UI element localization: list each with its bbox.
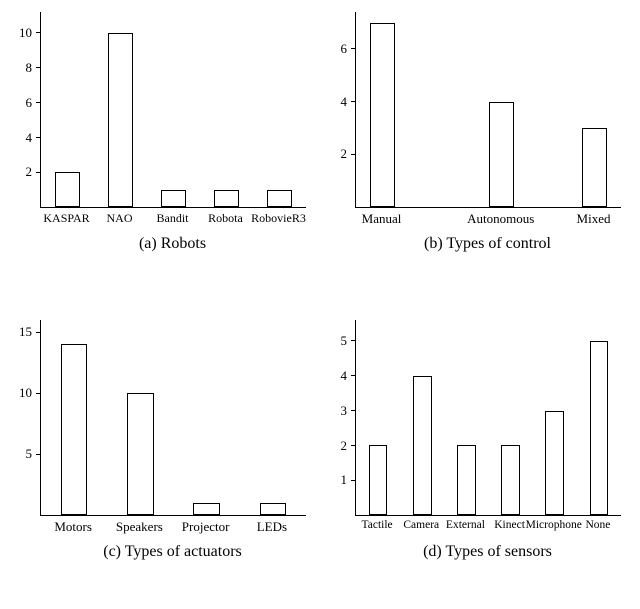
ytick-label: 2 <box>341 146 348 162</box>
ytick-mark <box>351 445 356 446</box>
ytick-label: 6 <box>341 41 348 57</box>
ytick-mark <box>36 102 41 103</box>
ytick-mark <box>351 375 356 376</box>
ytick-mark <box>351 154 356 155</box>
bar <box>55 172 80 207</box>
xtick-label: None <box>585 519 610 531</box>
bar <box>590 341 609 515</box>
ytick-mark <box>36 137 41 138</box>
bar <box>489 102 514 207</box>
xtick-label: Bandit <box>157 211 189 226</box>
bar <box>193 503 220 515</box>
xtick-label: Mixed <box>577 211 611 227</box>
ytick-mark <box>36 332 41 333</box>
chart-a-plot <box>40 12 306 208</box>
chart-b-plot <box>355 12 621 208</box>
xtick-label: Tactile <box>362 519 393 531</box>
ytick-label: 3 <box>341 403 348 419</box>
ytick-label: 2 <box>26 164 33 180</box>
ytick-label: 10 <box>19 385 32 401</box>
chart-c-plot <box>40 320 306 516</box>
chart-d-plot <box>355 320 621 516</box>
xtick-label: Motors <box>54 519 92 535</box>
bar <box>267 190 292 207</box>
xtick-label: Microphone <box>526 519 582 531</box>
bar <box>370 23 395 207</box>
bar <box>61 344 88 515</box>
ytick-label: 2 <box>341 438 348 454</box>
bar <box>413 376 432 515</box>
ytick-mark <box>351 101 356 102</box>
bar <box>108 33 133 207</box>
ytick-mark <box>351 340 356 341</box>
ytick-label: 1 <box>341 472 348 488</box>
xtick-label: RobovieR3 <box>251 211 306 226</box>
xtick-label: Robota <box>208 211 243 226</box>
ytick-mark <box>36 67 41 68</box>
ytick-label: 4 <box>26 130 33 146</box>
xtick-label: Projector <box>182 519 230 535</box>
chart-a-caption: (a) Robots <box>139 235 206 253</box>
ytick-mark <box>36 454 41 455</box>
chart-c-caption: (c) Types of actuators <box>103 543 242 561</box>
ytick-label: 15 <box>19 324 32 340</box>
bar <box>582 128 607 207</box>
xtick-label: Autonomous <box>467 211 534 227</box>
xtick-label: LEDs <box>257 519 287 535</box>
chart-b-caption: (b) Types of control <box>424 235 551 253</box>
xtick-label: KASPAR <box>43 211 89 226</box>
ytick-mark <box>351 480 356 481</box>
ytick-label: 5 <box>341 333 348 349</box>
ytick-mark <box>36 172 41 173</box>
bar <box>457 445 476 515</box>
ytick-label: 4 <box>341 368 348 384</box>
ytick-label: 4 <box>341 94 348 110</box>
xtick-label: Camera <box>403 519 439 531</box>
ytick-label: 6 <box>26 95 33 111</box>
ytick-mark <box>36 393 41 394</box>
chart-d-caption: (d) Types of sensors <box>423 543 552 561</box>
xtick-label: Kinect <box>494 519 525 531</box>
bar <box>501 445 520 515</box>
ytick-label: 10 <box>19 25 32 41</box>
ytick-mark <box>351 410 356 411</box>
bar <box>369 445 388 515</box>
xtick-label: Speakers <box>116 519 163 535</box>
bar <box>161 190 186 207</box>
ytick-label: 5 <box>26 446 33 462</box>
ytick-mark <box>36 32 41 33</box>
xtick-label: External <box>446 519 485 531</box>
xtick-label: Manual <box>362 211 402 227</box>
bar <box>260 503 287 515</box>
bar <box>127 393 154 515</box>
xtick-label: NAO <box>107 211 133 226</box>
bar <box>545 411 564 515</box>
ytick-mark <box>351 48 356 49</box>
ytick-label: 8 <box>26 60 33 76</box>
bar <box>214 190 239 207</box>
